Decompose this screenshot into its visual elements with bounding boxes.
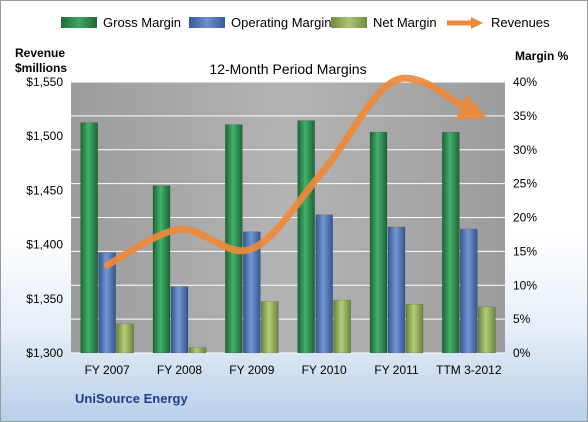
legend-label-net: Net Margin	[373, 15, 437, 30]
bar-gross-margin	[442, 131, 460, 354]
legend-operating-margin: Operating Margin	[189, 15, 331, 30]
right-tick-label: 15%	[513, 244, 537, 258]
right-tick-label: 10%	[513, 278, 537, 292]
bar-gross-margin	[152, 185, 171, 354]
legend-arrow-icon	[447, 16, 483, 29]
left-tick-label: $1,300	[26, 346, 63, 360]
right-axis-title: Margin %	[515, 49, 569, 63]
legend-gross-margin: Gross Margin	[61, 15, 181, 30]
legend-swatch-net	[331, 17, 367, 28]
x-tick-label: TTM 3-2012	[436, 363, 502, 377]
right-tick-label: 40%	[513, 75, 537, 89]
bar-gross-margin	[369, 131, 388, 354]
left-tick-label: $1,450	[26, 183, 63, 197]
right-tick-label: 0%	[513, 346, 531, 360]
chart-title: 12-Month Period Margins	[209, 61, 366, 77]
x-tick-label: FY 2011	[374, 363, 419, 377]
right-tick-label: 20%	[513, 211, 537, 225]
right-tick-label: 35%	[513, 109, 537, 123]
bar-net-margin	[188, 347, 207, 354]
legend-swatch-operating	[189, 17, 225, 28]
left-axis-title: Revenue $millions	[15, 46, 67, 76]
legend-label-gross: Gross Margin	[103, 15, 182, 30]
right-tick-label: 30%	[513, 143, 537, 157]
x-tick-label: FY 2007	[85, 363, 130, 377]
company-name: UniSource Energy	[75, 391, 188, 406]
left-axis-title-line1: Revenue	[15, 46, 66, 60]
bar-net-margin	[261, 301, 279, 354]
bar-operating-margin	[387, 226, 406, 354]
left-tick-label: $1,350	[26, 292, 63, 306]
bar-operating-margin	[98, 252, 116, 354]
x-tick-label: FY 2010	[302, 363, 347, 377]
left-axis-title-line2: $millions	[15, 61, 68, 75]
bar-operating-margin	[460, 228, 478, 354]
bar-net-margin	[333, 299, 351, 354]
right-tick-label: 5%	[513, 312, 531, 326]
revenues-line	[103, 74, 487, 269]
bar-operating-margin	[243, 231, 261, 354]
legend-swatch-gross	[61, 17, 97, 28]
bar-net-margin	[478, 306, 496, 354]
bar-net-margin	[116, 323, 134, 354]
legend-label-operating: Operating Margin	[231, 15, 332, 30]
legend-net-margin: Net Margin	[331, 15, 437, 30]
bar-gross-margin	[80, 122, 98, 354]
left-tick-label: $1,500	[26, 129, 63, 143]
bar-gross-margin	[297, 120, 315, 354]
left-tick-label: $1,550	[26, 75, 63, 89]
right-tick-label: 25%	[513, 177, 537, 191]
bar-operating-margin	[170, 286, 189, 354]
x-tick-label: FY 2008	[157, 363, 202, 377]
x-tick-label: FY 2009	[229, 363, 274, 377]
legend-revenues: Revenues	[445, 15, 550, 30]
bar-gross-margin	[225, 124, 243, 354]
bar-operating-margin	[315, 214, 333, 354]
bar-net-margin	[405, 303, 424, 354]
left-tick-label: $1,400	[26, 238, 63, 252]
legend-label-revenues: Revenues	[491, 15, 550, 30]
